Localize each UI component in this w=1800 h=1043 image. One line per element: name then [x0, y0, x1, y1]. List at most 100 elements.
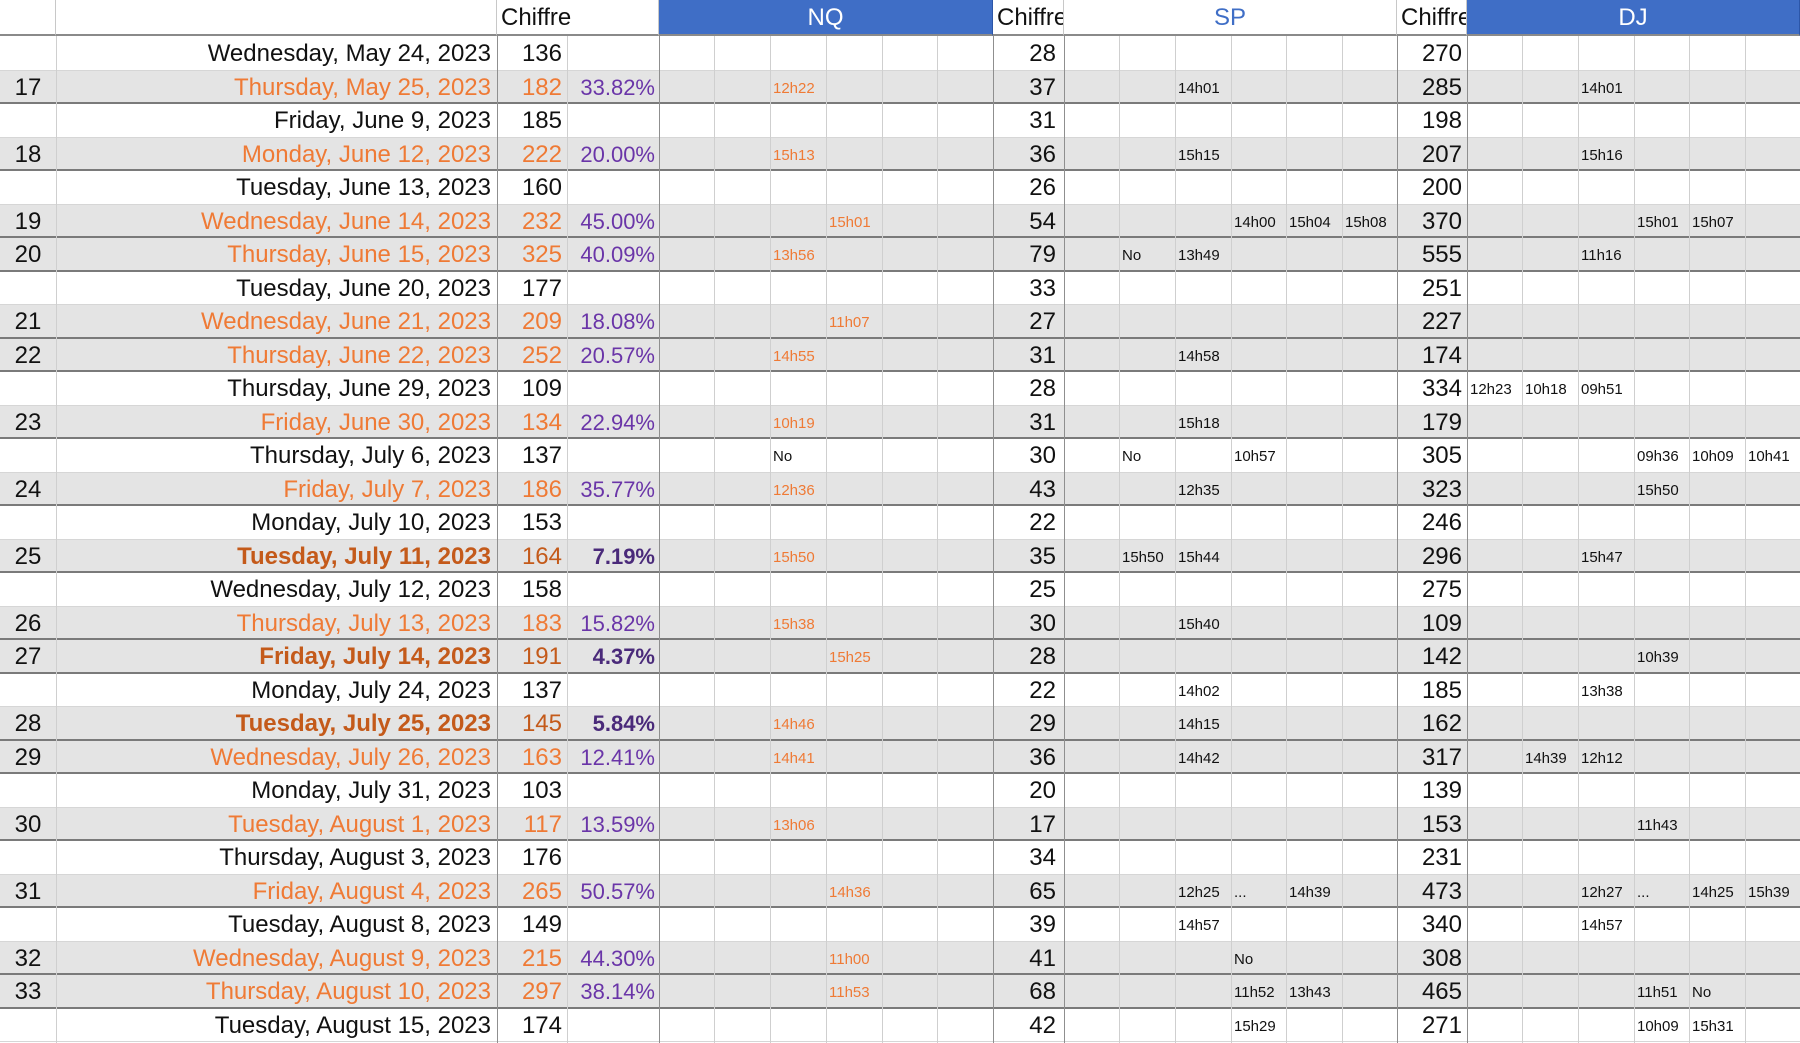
percent-cell[interactable]: 33.82%	[580, 74, 655, 100]
week-number-cell[interactable]: 20	[14, 241, 42, 268]
percent-cell[interactable]	[567, 104, 658, 137]
time-cell[interactable]: 11h43	[1637, 816, 1678, 834]
table-row[interactable]: 17 Thursday, May 25, 2023 182 33.82% 37 285 12…	[0, 70, 1800, 104]
week-number-cell[interactable]	[0, 171, 56, 204]
time-cell[interactable]: 13h56	[773, 247, 815, 264]
date-cell[interactable]: Tuesday, July 25, 2023	[235, 710, 491, 737]
date-cell[interactable]: Friday, June 9, 2023	[273, 107, 491, 134]
dj-chiffre-cell[interactable]: 185	[1421, 676, 1462, 704]
percent-cell[interactable]: 50.57%	[580, 878, 655, 904]
time-cell[interactable]: 14h39	[1525, 749, 1567, 767]
date-cell[interactable]: Thursday, June 29, 2023	[227, 375, 491, 402]
table-row[interactable]: Tuesday, August 8, 2023 149 39 340 14h57 14h5…	[0, 908, 1800, 942]
nq-chiffre-cell[interactable]: 182	[521, 73, 562, 101]
table-row[interactable]: Friday, June 9, 2023 185 31 198	[0, 104, 1800, 138]
percent-cell[interactable]	[567, 908, 658, 941]
week-number-cell[interactable]	[0, 1009, 56, 1042]
week-number-cell[interactable]: 23	[14, 408, 42, 436]
time-cell[interactable]: 12h27	[1581, 883, 1623, 901]
table-row[interactable]: 23 Friday, June 30, 2023 134 22.94% 31 179 10h…	[0, 405, 1800, 439]
time-cell[interactable]: 15h04	[1289, 213, 1331, 231]
time-cell[interactable]: 10h09	[1692, 448, 1734, 465]
dj-chiffre-cell[interactable]: 317	[1421, 743, 1462, 771]
percent-cell[interactable]: 18.08%	[580, 309, 655, 334]
time-cell[interactable]: No	[1122, 448, 1142, 465]
sp-chiffre-cell[interactable]: 25	[1029, 576, 1056, 603]
percent-cell[interactable]: 15.82%	[580, 610, 655, 636]
time-cell[interactable]: 10h09	[1637, 1017, 1679, 1035]
time-cell[interactable]: 10h57	[1234, 448, 1276, 465]
week-number-cell[interactable]: 19	[14, 207, 42, 235]
header-nq-chiffre[interactable]: Chiffre	[497, 0, 659, 36]
week-number-cell[interactable]: 18	[14, 140, 42, 168]
week-number-cell[interactable]	[0, 104, 56, 137]
dj-chiffre-cell[interactable]: 207	[1421, 140, 1462, 168]
time-cell[interactable]: 14h57	[1178, 917, 1220, 934]
time-cell[interactable]: 14h39	[1289, 883, 1331, 901]
nq-chiffre-cell[interactable]: 174	[521, 1011, 562, 1039]
table-row[interactable]: 31 Friday, August 4, 2023 265 50.57% 65 473 14…	[0, 874, 1800, 908]
week-number-cell[interactable]	[0, 841, 56, 874]
date-cell[interactable]: Thursday, July 6, 2023	[249, 442, 491, 469]
dj-chiffre-cell[interactable]: 246	[1421, 509, 1462, 536]
time-cell[interactable]: ...	[1234, 883, 1247, 901]
table-row[interactable]: 25 Tuesday, July 11, 2023 164 7.19% 35 296 15h…	[0, 539, 1800, 573]
sp-chiffre-cell[interactable]: 20	[1029, 777, 1056, 804]
sp-chiffre-cell[interactable]: 22	[1029, 676, 1056, 704]
percent-cell[interactable]	[567, 1009, 658, 1042]
nq-chiffre-cell[interactable]: 145	[521, 710, 562, 737]
nq-chiffre-cell[interactable]: 185	[521, 107, 562, 134]
table-row[interactable]: 18 Monday, June 12, 2023 222 20.00% 36 207 15h…	[0, 137, 1800, 171]
sp-chiffre-cell[interactable]: 29	[1029, 710, 1056, 737]
header-sp-band[interactable]: SP	[1064, 0, 1397, 36]
dj-chiffre-cell[interactable]: 153	[1421, 810, 1462, 838]
time-cell[interactable]: 14h57	[1581, 917, 1623, 934]
date-cell[interactable]: Tuesday, August 1, 2023	[228, 810, 491, 838]
nq-chiffre-cell[interactable]: 186	[521, 475, 562, 503]
time-cell[interactable]: 09h36	[1637, 448, 1679, 465]
sp-chiffre-cell[interactable]: 54	[1029, 207, 1056, 235]
percent-cell[interactable]	[567, 841, 658, 874]
time-cell[interactable]: 12h36	[773, 481, 815, 499]
time-cell[interactable]: 12h35	[1178, 481, 1220, 499]
time-cell[interactable]: 15h16	[1581, 146, 1623, 164]
dj-chiffre-cell[interactable]: 275	[1421, 576, 1462, 603]
header-dj-band[interactable]: DJ	[1467, 0, 1800, 36]
time-cell[interactable]: 13h43	[1289, 984, 1331, 1001]
sp-chiffre-cell[interactable]: 79	[1029, 241, 1056, 268]
percent-cell[interactable]	[567, 272, 658, 305]
date-cell[interactable]: Monday, July 10, 2023	[251, 509, 491, 536]
week-number-cell[interactable]	[0, 674, 56, 707]
sp-chiffre-cell[interactable]: 31	[1029, 408, 1056, 436]
table-row[interactable]: Thursday, July 6, 2023 137 30 305 No No 10h57 0…	[0, 439, 1800, 473]
percent-cell[interactable]	[567, 37, 658, 70]
time-cell[interactable]: 10h19	[773, 414, 815, 432]
time-cell[interactable]: 13h49	[1178, 247, 1220, 264]
week-number-cell[interactable]: 32	[14, 944, 42, 972]
dj-chiffre-cell[interactable]: 251	[1421, 274, 1462, 302]
week-number-cell[interactable]: 24	[14, 475, 42, 503]
nq-chiffre-cell[interactable]: 222	[521, 140, 562, 168]
time-cell[interactable]: 15h18	[1178, 414, 1220, 432]
table-row[interactable]: 24 Friday, July 7, 2023 186 35.77% 43 323 12h3…	[0, 472, 1800, 506]
time-cell[interactable]: 11h52	[1234, 984, 1275, 1001]
percent-cell[interactable]: 22.94%	[580, 409, 655, 435]
dj-chiffre-cell[interactable]: 334	[1421, 375, 1462, 402]
dj-chiffre-cell[interactable]: 162	[1421, 710, 1462, 737]
time-cell[interactable]: 15h01	[829, 213, 871, 231]
header-dj-chiffre[interactable]: Chiffre	[1397, 0, 1467, 36]
dj-chiffre-cell[interactable]: 179	[1421, 408, 1462, 436]
percent-cell[interactable]: 40.09%	[580, 242, 655, 267]
date-cell[interactable]: Friday, June 30, 2023	[260, 408, 491, 436]
time-cell[interactable]: 14h36	[829, 883, 871, 901]
sp-chiffre-cell[interactable]: 17	[1029, 810, 1056, 838]
table-row[interactable]: Wednesday, May 24, 2023 136 28 270	[0, 37, 1800, 71]
time-cell[interactable]: 10h18	[1525, 381, 1567, 398]
time-cell[interactable]: No	[1122, 247, 1142, 264]
date-cell[interactable]: Thursday, August 10, 2023	[205, 978, 491, 1005]
dj-chiffre-cell[interactable]: 555	[1421, 241, 1462, 268]
nq-chiffre-cell[interactable]: 137	[521, 442, 562, 469]
time-cell[interactable]: 11h07	[829, 314, 870, 331]
dj-chiffre-cell[interactable]: 323	[1421, 475, 1462, 503]
